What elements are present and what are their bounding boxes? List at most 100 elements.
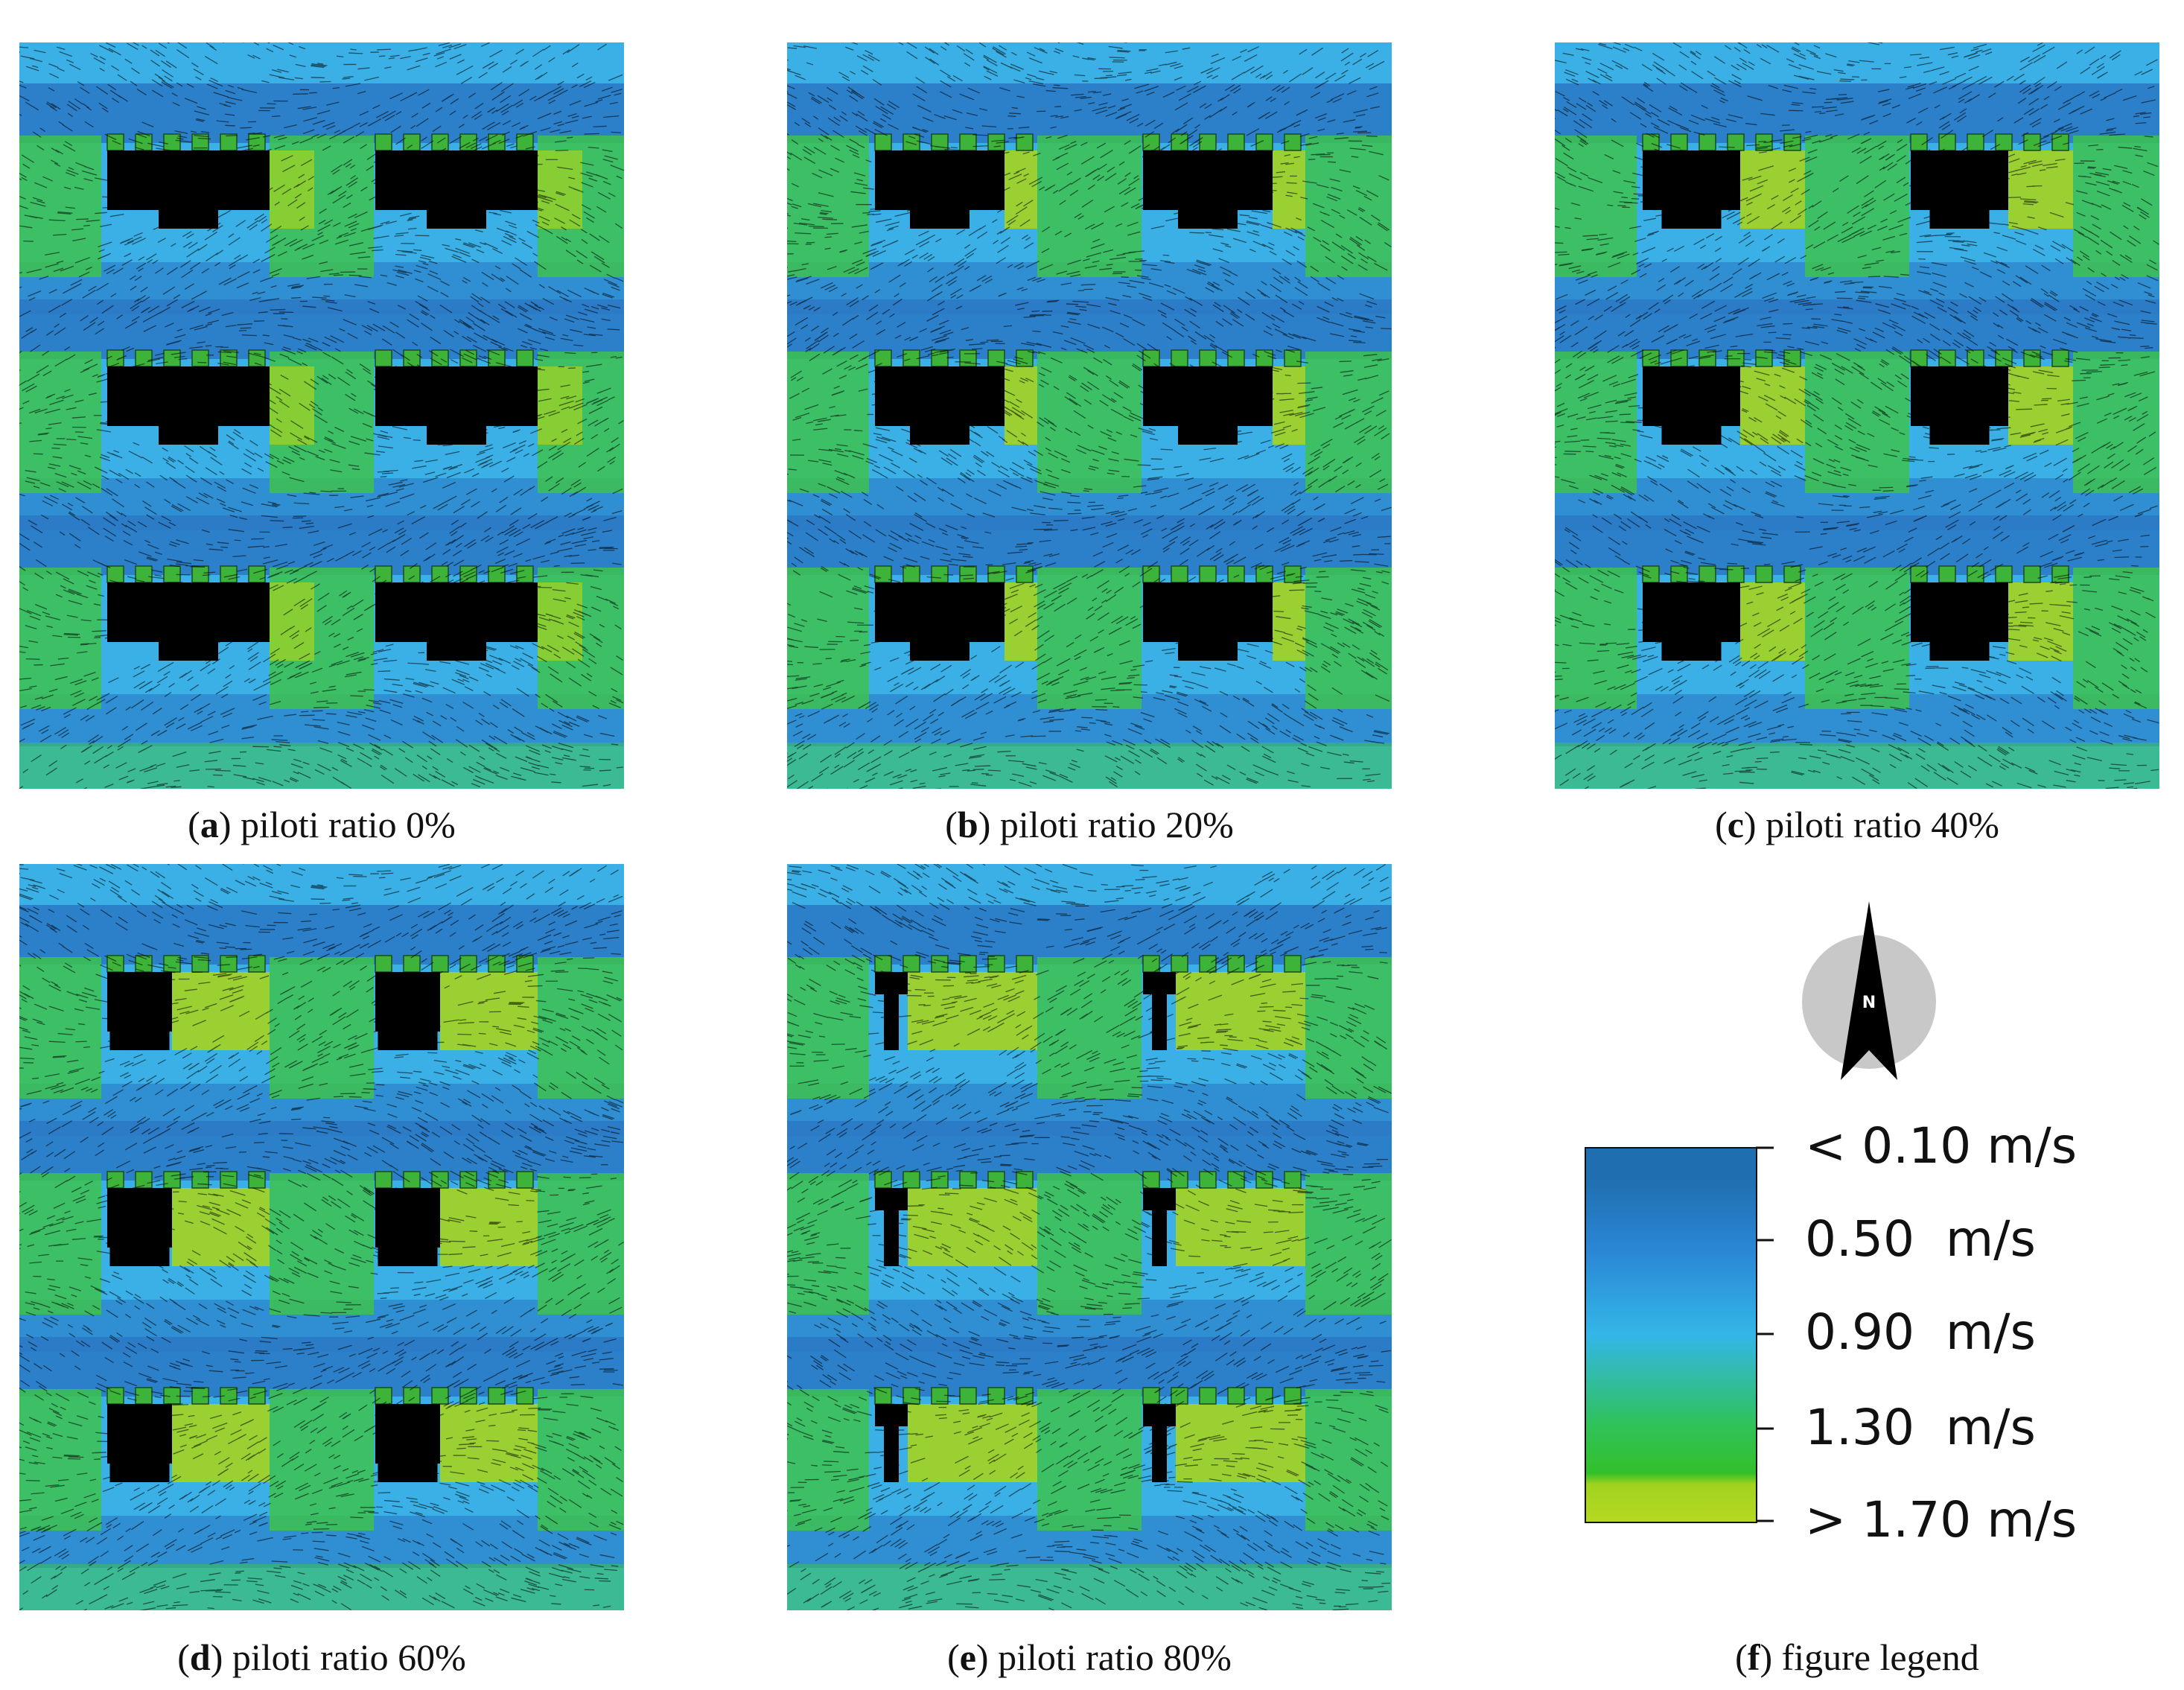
piloti-zone	[908, 972, 1037, 1050]
velocity-vectors	[19, 864, 624, 1610]
piloti-cell	[516, 1387, 534, 1405]
piloti-cell	[1227, 565, 1245, 583]
caption-b: (b) piloti ratio 20%	[945, 804, 1234, 845]
building-block	[910, 627, 970, 661]
fast-zone	[1805, 568, 1909, 709]
piloti-cell	[987, 565, 1005, 583]
piloti-zone	[1273, 582, 1305, 661]
legend-tick-label: < 0.10 m/s	[1805, 1117, 2078, 1175]
caption-c: (c) piloti ratio 40%	[1715, 804, 1999, 845]
building-block	[159, 195, 218, 229]
caption-f: (f) figure legend	[1735, 1636, 1979, 1678]
piloti-zone	[172, 1404, 270, 1482]
piloti-cell	[1227, 349, 1245, 367]
piloti-cell	[2051, 565, 2069, 583]
building-block	[1152, 972, 1167, 1050]
piloti-cell	[516, 349, 534, 367]
piloti-cell	[987, 955, 1005, 973]
piloti-cell	[403, 565, 421, 583]
building-block	[884, 972, 899, 1050]
piloti-cell	[2051, 349, 2069, 367]
slow-zone	[19, 515, 624, 575]
piloti-cell	[375, 1387, 392, 1405]
piloti-cell	[220, 133, 238, 151]
piloti-cell	[248, 1387, 266, 1405]
piloti-zone	[1740, 366, 1805, 445]
slow-zone	[787, 905, 1392, 965]
panel-e	[787, 864, 1392, 1610]
fast-zone	[19, 136, 101, 277]
piloti-cell	[1016, 133, 1034, 151]
panel-b	[787, 42, 1392, 789]
piloti-cell	[459, 1387, 477, 1405]
building-block	[1929, 411, 1990, 445]
piloti-cell	[874, 349, 892, 367]
piloti-cell	[1016, 565, 1034, 583]
piloti-cell	[1284, 349, 1302, 367]
piloti-cell	[1727, 349, 1745, 367]
piloti-cell	[1967, 133, 1984, 151]
piloti-cell	[1199, 565, 1217, 583]
piloti-cell	[516, 955, 534, 973]
piloti-cell	[959, 1171, 977, 1189]
piloti-zone	[1005, 366, 1037, 445]
piloti-cell	[106, 565, 124, 583]
fast-zone	[1305, 568, 1392, 709]
piloti-cell	[1995, 565, 2013, 583]
piloti-cell	[987, 1387, 1005, 1405]
slow-zone	[787, 83, 1392, 143]
piloti-cell	[488, 1387, 506, 1405]
north-label: N	[1862, 994, 1876, 1012]
piloti-cell	[1142, 1387, 1160, 1405]
fast-zone	[19, 352, 101, 493]
piloti-cell	[1199, 133, 1217, 151]
building-block	[427, 411, 486, 445]
piloti-cell	[1284, 1171, 1302, 1189]
legend-tick-label: 1.30 m/s	[1805, 1399, 2036, 1456]
piloti-cell	[959, 1387, 977, 1405]
piloti-cell	[1016, 349, 1034, 367]
piloti-zone	[1740, 582, 1805, 661]
piloti-zone	[908, 1404, 1037, 1482]
legend-tick-label: 0.50 m/s	[1805, 1210, 2036, 1268]
fast-zone	[19, 743, 624, 789]
fast-zone	[270, 957, 374, 1099]
fast-zone	[538, 1173, 624, 1315]
building-block	[1929, 627, 1990, 661]
piloti-cell	[431, 1387, 449, 1405]
piloti-cell	[874, 1171, 892, 1189]
piloti-zone	[1273, 150, 1305, 229]
piloti-cell	[959, 565, 977, 583]
piloti-cell	[220, 955, 238, 973]
building-block	[109, 1233, 170, 1266]
fast-zone	[1037, 957, 1142, 1099]
piloti-cell	[488, 565, 506, 583]
slow-zone	[787, 515, 1392, 575]
piloti-cell	[191, 349, 209, 367]
piloti-cell	[1142, 349, 1160, 367]
building-block	[910, 411, 970, 445]
building-block	[427, 627, 486, 661]
piloti-zone	[538, 582, 582, 661]
piloti-cell	[1938, 349, 1956, 367]
piloti-cell	[1227, 955, 1245, 973]
fast-zone	[1037, 568, 1142, 709]
caption-e: (e) piloti ratio 80%	[947, 1636, 1232, 1678]
color-scale-ticks	[1756, 1146, 1774, 1522]
fast-zone	[1305, 1389, 1392, 1531]
piloti-cell	[163, 349, 181, 367]
piloti-cell	[1199, 349, 1217, 367]
slow-zone	[19, 1337, 624, 1397]
piloti-zone	[1176, 1188, 1305, 1266]
piloti-cell	[191, 1171, 209, 1189]
piloti-cell	[248, 565, 266, 583]
piloti-cell	[931, 349, 949, 367]
piloti-cell	[1255, 349, 1273, 367]
velocity-vectors	[19, 42, 624, 789]
piloti-cell	[874, 133, 892, 151]
building-block	[1178, 195, 1238, 229]
piloti-cell	[403, 1387, 421, 1405]
piloti-cell	[1727, 133, 1745, 151]
piloti-cell	[375, 955, 392, 973]
fast-zone	[787, 1173, 869, 1315]
